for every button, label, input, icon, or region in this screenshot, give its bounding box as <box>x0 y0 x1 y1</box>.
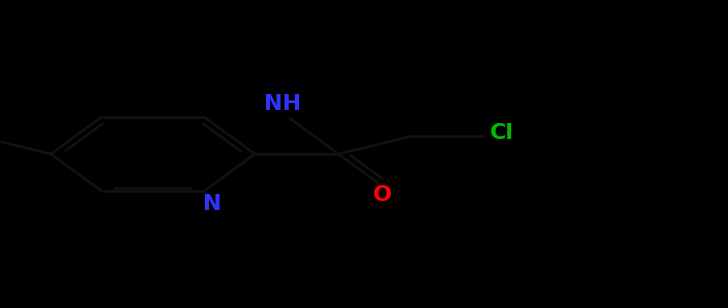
Text: N: N <box>203 194 222 214</box>
Text: Cl: Cl <box>490 123 514 143</box>
Text: O: O <box>373 185 392 205</box>
Text: NH: NH <box>264 94 301 114</box>
